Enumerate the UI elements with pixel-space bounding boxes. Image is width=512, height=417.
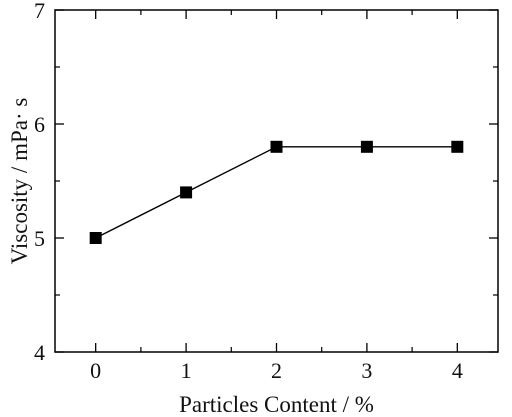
x-tick-label: 1 <box>181 358 192 383</box>
y-axis-title: Viscosity / mPa· s <box>7 98 32 265</box>
y-axis-ticks: 4 5 6 7 <box>34 0 498 365</box>
data-point <box>270 140 283 153</box>
y-tick-label: 5 <box>34 226 45 251</box>
x-tick-label: 2 <box>271 358 282 383</box>
data-point <box>89 232 102 244</box>
data-point <box>360 140 373 153</box>
plot-frame <box>54 9 499 353</box>
data-point <box>451 140 464 153</box>
x-tick-label: 4 <box>452 358 463 383</box>
x-tick-label: 0 <box>90 358 101 383</box>
x-tick-label: 3 <box>361 358 372 383</box>
series-line <box>95 146 458 239</box>
series-layer <box>89 140 464 244</box>
plot-area <box>54 9 499 353</box>
y-tick-label: 7 <box>34 0 45 23</box>
x-axis-ticks: 0 1 2 3 4 <box>90 10 463 383</box>
y-tick-label: 4 <box>34 340 45 365</box>
y-tick-label: 6 <box>34 112 45 137</box>
x-axis-title: Particles Content / % <box>179 392 374 417</box>
data-point <box>180 186 193 199</box>
